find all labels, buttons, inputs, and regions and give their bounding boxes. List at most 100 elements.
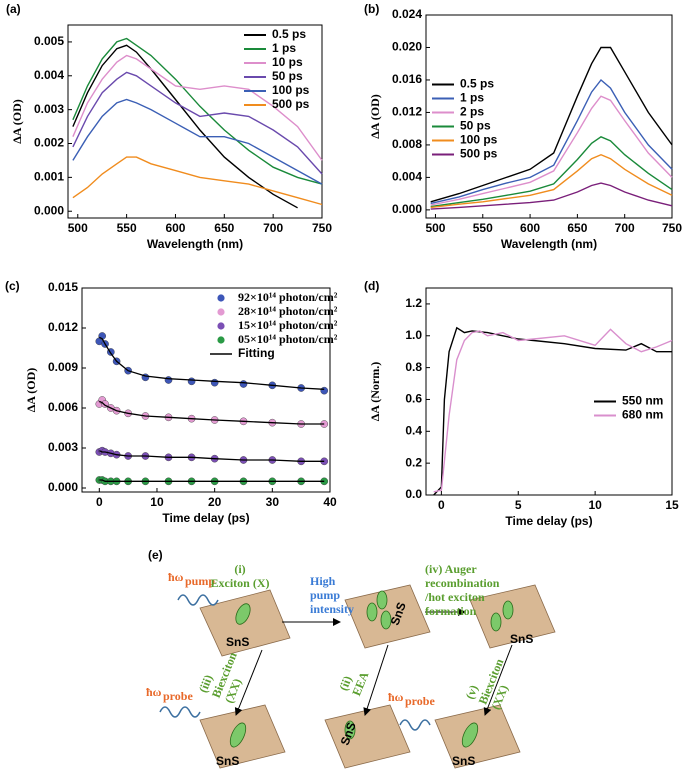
legend-label: 100 ps: [460, 133, 498, 147]
step-text: recombination: [425, 576, 500, 590]
x-tick-label: 10: [588, 498, 602, 512]
series-line: [72, 71, 323, 175]
probe-label: ħω: [146, 685, 162, 699]
pump-label: ħω: [168, 570, 184, 584]
legend-label: 1 ps: [272, 41, 296, 55]
y-tick-label: 0.001: [34, 170, 64, 184]
exciton: [376, 590, 388, 610]
series-line: [72, 44, 298, 209]
step-text: /hot exciton: [424, 590, 485, 604]
exciton: [502, 600, 514, 620]
x-tick-label: 15: [665, 498, 679, 512]
material: SnS: [226, 635, 249, 649]
step-group: (iii) Biexciton (XX): [196, 650, 244, 705]
y-tick-label: 0.2: [405, 455, 422, 469]
series-line: [430, 182, 673, 210]
x-tick-label: 650: [567, 221, 587, 235]
series-line: [430, 46, 673, 203]
x-axis-title: Wavelength (nm): [501, 237, 597, 251]
tile: [199, 589, 291, 657]
exciton: [366, 602, 378, 622]
fit-line: [99, 479, 325, 482]
tile: [324, 704, 411, 769]
exciton: [461, 722, 479, 748]
series-line: [430, 78, 673, 205]
pump-wave: [177, 594, 219, 606]
legend-label: 05×10¹⁴ photon/cm²: [238, 332, 338, 346]
x-tick-label: 600: [165, 221, 185, 235]
y-tick-label: 0.000: [48, 480, 78, 494]
x-tick-label: 600: [520, 221, 540, 235]
step-text: High: [310, 574, 336, 588]
step-text: (ii): [336, 674, 354, 693]
step-text: (iii): [196, 673, 216, 695]
y-tick-label: 0.003: [34, 102, 64, 116]
probe-wave: [159, 706, 201, 718]
plot-frame: [425, 287, 673, 496]
legend-swatch: [217, 294, 225, 302]
panel-label: (e): [148, 548, 163, 562]
probe-wave: [399, 719, 431, 731]
exciton: [344, 720, 356, 740]
arrow: [483, 644, 513, 716]
step-text: intensity: [310, 602, 354, 616]
y-tick-label: 0.008: [392, 137, 422, 151]
legend-swatch: [217, 308, 225, 316]
material: SnS: [510, 632, 533, 646]
probe-label: ħω: [388, 690, 404, 704]
legend-label: 50 ps: [460, 119, 491, 133]
y-tick-label: 0.004: [34, 68, 64, 82]
y-tick-label: 0.016: [392, 72, 422, 86]
series-line: [433, 326, 672, 496]
panel-label: (d): [364, 279, 379, 293]
x-tick-label: 500: [68, 221, 88, 235]
point: [210, 378, 219, 387]
legend-label: 500 ps: [272, 97, 310, 111]
legend-swatch: [217, 336, 225, 344]
step: (i): [234, 562, 245, 576]
legend-label: 10 ps: [272, 55, 303, 69]
legend-swatch: [217, 322, 225, 330]
x-tick-label: 30: [266, 495, 280, 509]
legend-label: 2 ps: [460, 105, 484, 119]
point: [164, 376, 173, 384]
y-tick-label: 0.003: [48, 440, 78, 454]
probe-label: probe: [405, 694, 435, 708]
probe-label: probe: [163, 689, 193, 703]
y-tick-label: 0.012: [392, 105, 422, 119]
plot-frame: [67, 24, 323, 219]
step-text: Exciton (X): [211, 576, 270, 590]
y-tick-label: 0.012: [48, 320, 78, 334]
y-tick-label: 0.006: [48, 400, 78, 414]
series-line: [72, 54, 323, 161]
y-axis-title: ΔA (OD): [10, 99, 24, 144]
y-tick-label: 0.0: [405, 487, 422, 501]
x-tick-label: 5: [515, 498, 522, 512]
step-text: (iv) Auger: [425, 562, 477, 576]
legend-label: 500 ps: [460, 147, 498, 161]
plot-frame: [81, 287, 331, 493]
step-text: formation: [425, 604, 477, 618]
legend-label: 28×10¹⁴ photon/cm²: [238, 304, 338, 318]
y-axis-title: ΔA (OD): [368, 94, 382, 139]
legend-label: 50 ps: [272, 69, 303, 83]
x-tick-label: 500: [425, 221, 445, 235]
x-tick-label: 650: [214, 221, 234, 235]
y-tick-label: 0.004: [392, 170, 422, 184]
x-tick-label: 550: [473, 221, 493, 235]
y-tick-label: 0.015: [48, 280, 78, 294]
arrow: [363, 644, 389, 716]
step-text: EEA: [349, 669, 371, 697]
x-axis-title: Wavelength (nm): [147, 237, 243, 251]
material: SnS: [216, 754, 239, 768]
x-tick-label: 750: [312, 221, 332, 235]
legend-label: Fitting: [238, 346, 275, 360]
pump-label: pump: [185, 574, 215, 588]
x-axis-title: Time delay (ps): [505, 514, 592, 528]
point: [320, 386, 329, 395]
step-text: pump: [310, 588, 340, 602]
arrow: [234, 649, 263, 716]
panel-label: (b): [364, 2, 379, 16]
series-line: [72, 98, 323, 185]
point: [239, 380, 248, 388]
